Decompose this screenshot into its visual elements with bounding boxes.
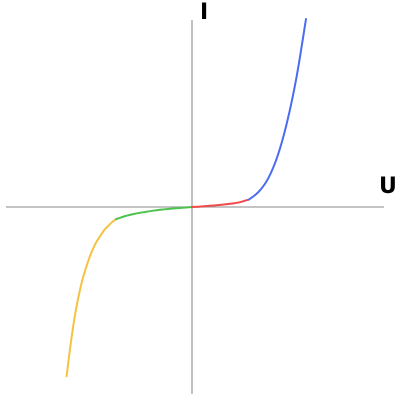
x-axis-label: U [379, 174, 397, 199]
curve-segment-2 [115, 206, 193, 221]
curve-segment-4 [248, 18, 307, 201]
y-axis-label: I [200, 0, 208, 25]
curve-segment-3 [191, 198, 250, 208]
curve-segment-1 [65, 218, 117, 378]
curve-group [65, 18, 307, 378]
